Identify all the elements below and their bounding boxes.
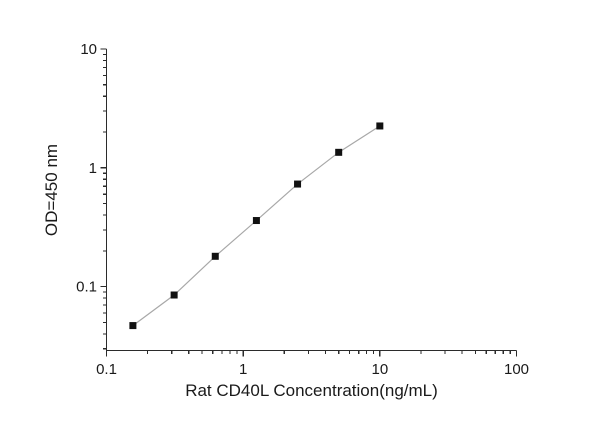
data-point-marker <box>294 180 302 188</box>
data-point-marker <box>335 148 343 156</box>
data-point-marker <box>376 122 384 130</box>
x-tick-label: 1 <box>239 361 247 378</box>
x-tick-label: 0.1 <box>96 361 117 378</box>
y-tick-label: 0.1 <box>76 279 97 296</box>
y-tick-label: 10 <box>80 41 97 58</box>
data-point-marker <box>129 322 137 330</box>
data-point-marker <box>170 291 178 299</box>
y-tick-label: 1 <box>89 160 97 177</box>
data-point-marker <box>252 217 260 225</box>
x-axis-title: Rat CD40L Concentration(ng/mL) <box>185 381 438 400</box>
series-line <box>132 125 381 327</box>
x-tick-label: 100 <box>504 361 529 378</box>
data-point-marker <box>211 252 219 260</box>
x-tick-label: 10 <box>371 361 388 378</box>
y-axis-title: OD=450 nm <box>42 143 61 237</box>
